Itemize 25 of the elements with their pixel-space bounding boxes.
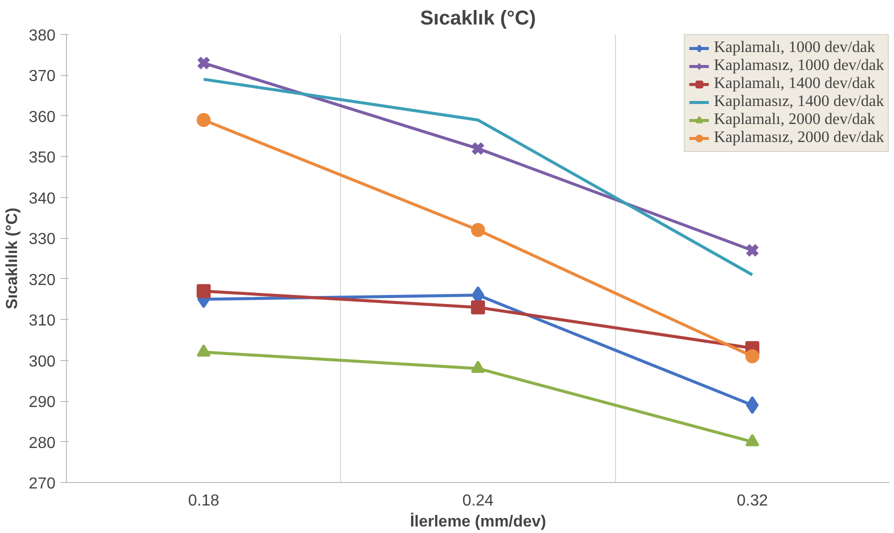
y-tick-label: 310 xyxy=(28,312,56,330)
y-tick-label: 370 xyxy=(28,68,56,86)
point xyxy=(196,284,211,298)
chart-title: Sıcaklık (°C) xyxy=(420,8,536,30)
x-axis-title: İlerleme (mm/dev) xyxy=(410,512,546,530)
y-tick-label: 270 xyxy=(28,476,56,492)
legend-label: Kaplamasız, 1400 dev/dak xyxy=(714,93,884,111)
y-tick-label: 320 xyxy=(28,272,56,289)
y-tick-label: 350 xyxy=(28,150,56,167)
y-tick-label: 340 xyxy=(28,190,56,208)
x-tick-label: 0.18 xyxy=(188,492,220,510)
x-tick-label: 0.24 xyxy=(462,492,494,510)
y-tick-label: 280 xyxy=(28,434,56,452)
x-tick-label: 0.32 xyxy=(736,492,768,510)
legend-label: Kaplamalı, 1000 dev/dak xyxy=(714,39,876,57)
legend-label: Kaplamalı, 1400 dev/dak xyxy=(714,75,876,93)
legend-label: Kaplamalı, 2000 dev/dak xyxy=(714,111,876,129)
legend-label: Kaplamasız, 2000 dev/dak xyxy=(714,129,884,147)
y-tick-label: 330 xyxy=(28,231,56,248)
y-tick-label: 290 xyxy=(28,394,56,412)
y-tick-label: 300 xyxy=(28,353,56,370)
y-axis-title: Sıcaklılık (°C) xyxy=(4,208,21,310)
y-tick-label: 360 xyxy=(28,108,56,126)
legend-label: Kaplamasız, 1000 dev/dak xyxy=(714,57,884,75)
y-tick-label: 380 xyxy=(28,28,56,44)
